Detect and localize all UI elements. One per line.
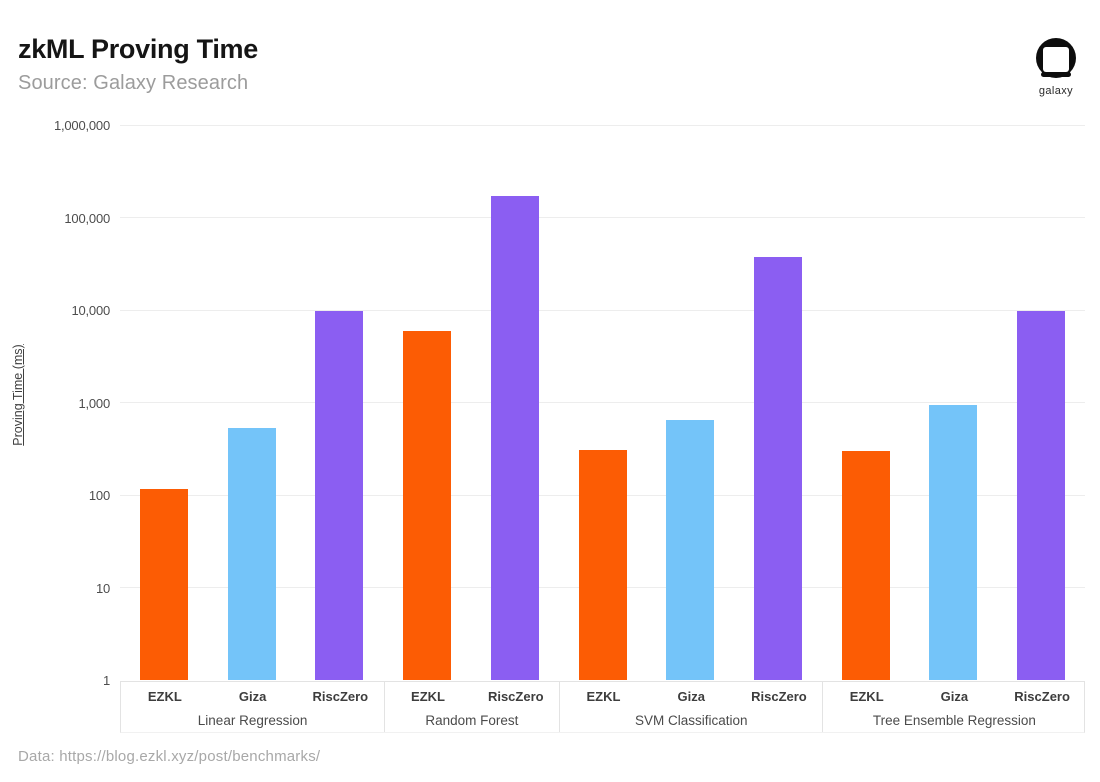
bar-tree-ensemble-regression-ezkl (841, 450, 890, 680)
x-tick-label-tree-ensemble-regression-risczero: RiscZero (1014, 689, 1070, 704)
x-tick-label-svm-classification-giza: Giza (677, 689, 705, 704)
x-tick-label-tree-ensemble-regression-giza: Giza (940, 689, 969, 704)
x-tick-label-random-forest-ezkl: EZKL (411, 689, 445, 704)
bar-svm-classification-giza (666, 419, 715, 680)
y-tick-label-1-000: 1,000 (78, 395, 110, 411)
x-tick-label-linear-regression-ezkl: EZKL (147, 689, 182, 704)
galaxy-logo-label: galaxy (1038, 85, 1074, 97)
group-separator-linear-regression (383, 682, 385, 732)
y-tick-label-100: 100 (88, 488, 110, 503)
gridline-1-000 (120, 402, 1085, 403)
logo-square-shape (1043, 47, 1069, 72)
gridline-1-000-000 (120, 124, 1085, 126)
group-separator-svm-classification (822, 682, 824, 732)
bar-tree-ensemble-regression-giza (929, 404, 978, 680)
bar-linear-regression-ezkl (139, 489, 188, 680)
y-tick-label-10-000: 10,000 (71, 303, 110, 318)
group-label-linear-regression: Linear Regression (197, 713, 308, 728)
gridline-10-000 (120, 309, 1085, 311)
group-label-svm-classification: SVM Classification (634, 713, 748, 728)
y-tick-label-10: 10 (95, 580, 110, 596)
group-separator-random-forest (559, 682, 561, 732)
galaxy-logo: galaxy (1028, 38, 1084, 97)
bar-svm-classification-risczero (753, 257, 802, 680)
x-tick-label-linear-regression-giza: Giza (238, 689, 267, 704)
bar-random-forest-ezkl (403, 330, 452, 680)
data-source-note: Data: https://blog.ezkl.xyz/post/benchma… (18, 748, 321, 765)
bar-linear-regression-risczero (315, 310, 364, 680)
x-tick-label-svm-classification-risczero: RiscZero (751, 689, 807, 704)
logo-bar-shape (1041, 72, 1071, 77)
gridline-100-000 (120, 217, 1085, 218)
bar-linear-regression-giza (227, 428, 276, 680)
x-tick-label-linear-regression-risczero: RiscZero (312, 689, 369, 704)
x-tick-label-random-forest-risczero: RiscZero (487, 689, 544, 704)
galaxy-logo-icon (1035, 38, 1077, 80)
group-label-tree-ensemble-regression: Tree Ensemble Regression (872, 713, 1036, 728)
x-axis-label-box: Linear Regression EZKL Giza RiscZero Random … (120, 681, 1085, 733)
bar-svm-classification-ezkl (578, 449, 627, 680)
y-tick-label-1: 1 (102, 673, 110, 688)
x-tick-label-tree-ensemble-regression-ezkl: EZKL (849, 689, 884, 704)
bar-tree-ensemble-regression-risczero (1017, 310, 1066, 680)
y-tick-label-100-000: 100,000 (64, 210, 110, 226)
bar-random-forest-risczero (490, 196, 539, 680)
page-title: zkML Proving Time (18, 34, 258, 64)
group-label-random-forest: Random Forest (425, 713, 519, 728)
y-tick-label-1-000-000: 1,000,000 (53, 118, 110, 133)
chart-source-subtitle: Source: Galaxy Research (18, 72, 249, 94)
x-tick-label-svm-classification-ezkl: EZKL (586, 689, 621, 704)
